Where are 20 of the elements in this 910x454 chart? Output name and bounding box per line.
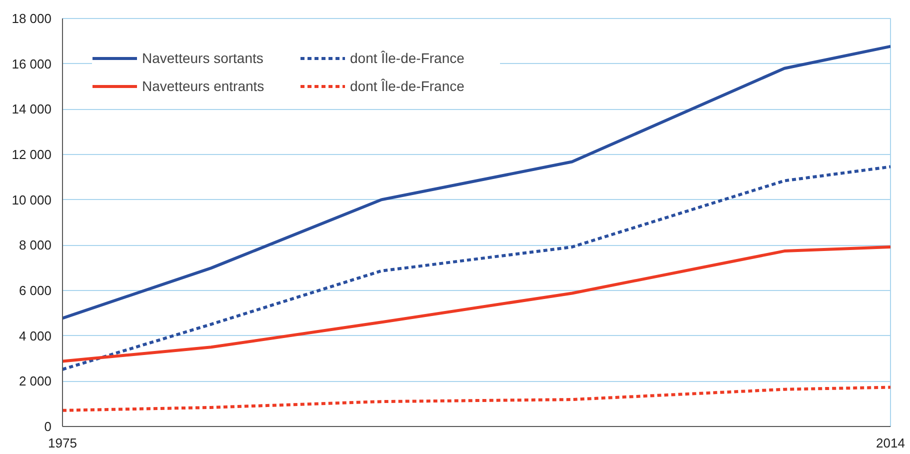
y-tick-label: 18 000 — [12, 11, 52, 26]
y-tick-label: 8 000 — [18, 238, 52, 253]
line-series — [62, 245, 890, 363]
y-tick-label: 6 000 — [18, 283, 52, 298]
y-tick-label: 12 000 — [12, 147, 52, 162]
y-tick-label: 2 000 — [18, 374, 52, 389]
legend-label: Navetteurs sortants — [142, 50, 264, 66]
y-tick-label: 14 000 — [12, 102, 52, 117]
legend-label: Navetteurs entrants — [142, 78, 266, 94]
legend-label: dont Île-de-France — [350, 78, 466, 94]
y-tick-label: 16 000 — [12, 56, 52, 72]
y-tick-label: 4 000 — [18, 328, 52, 344]
line-series — [62, 44, 890, 320]
y-tick-label: 0 — [44, 419, 52, 434]
line-series — [62, 386, 890, 412]
x-tick-label: 1975 — [48, 436, 77, 450]
line-series — [62, 165, 890, 371]
legend-label: dont Île-de-France — [350, 50, 466, 66]
y-tick-label: 10 000 — [12, 192, 52, 208]
x-tick-label: 2014 — [876, 436, 905, 450]
